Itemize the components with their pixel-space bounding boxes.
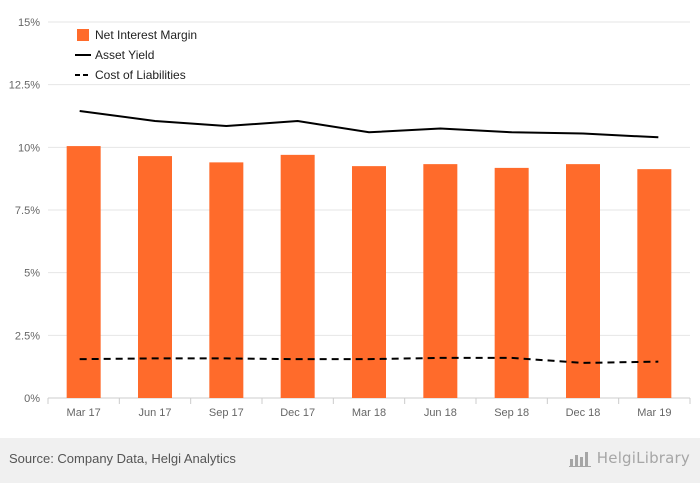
line-cost-of-liabilities — [79, 356, 659, 364]
legend-swatch-net-interest-margin — [77, 29, 89, 41]
bar-net-interest-margin — [280, 154, 315, 398]
bar-net-interest-margin — [209, 162, 244, 398]
bar-net-interest-margin — [566, 164, 600, 398]
x-tick-label: Jun 18 — [424, 407, 457, 419]
x-tick-label: Sep 18 — [494, 407, 529, 419]
x-tick-label: Mar 17 — [67, 407, 101, 419]
legend: Net Interest Margin Asset Yield Cost of Li… — [75, 28, 197, 82]
bar-series — [66, 146, 672, 398]
footer: Source: Company Data, Helgi Analytics He… — [0, 438, 700, 483]
y-axis-labels: 0% 2.5% 5% 7.5% 10% 12.5% 15% — [9, 17, 40, 405]
legend-label: Net Interest Margin — [95, 28, 197, 42]
x-tick-label: Mar 19 — [637, 407, 671, 419]
bar-net-interest-margin — [423, 164, 458, 398]
bar-chart-logo-icon — [568, 452, 591, 467]
bar-net-interest-margin — [637, 169, 672, 398]
legend-label: Cost of Liabilities — [95, 68, 186, 82]
y-tick-label: 0% — [24, 393, 40, 405]
x-tick-label: Sep 17 — [209, 407, 244, 419]
brand-name: HelgiLibrary — [596, 449, 690, 467]
y-tick-label: 12.5% — [9, 80, 40, 92]
y-tick-label: 15% — [18, 17, 40, 29]
chart: 0% 2.5% 5% 7.5% 10% 12.5% 15% Mar 17 Jun 17 Sep … — [9, 17, 691, 419]
x-axis: Mar 17 Jun 17 Sep 17 Dec 17 Mar 18 Jun 18 Sep … — [47, 398, 691, 419]
bar-net-interest-margin — [138, 156, 172, 398]
y-tick-label: 2.5% — [15, 330, 40, 342]
legend-label: Asset Yield — [95, 48, 154, 62]
bar-net-interest-margin — [352, 166, 386, 398]
x-tick-label: Mar 18 — [352, 407, 386, 419]
bar-net-interest-margin — [494, 167, 529, 398]
y-tick-label: 10% — [18, 142, 40, 154]
x-tick-label: Dec 17 — [280, 407, 315, 419]
line-asset-yield — [79, 109, 659, 139]
x-tick-label: Dec 18 — [566, 407, 601, 419]
bar-net-interest-margin — [66, 146, 101, 398]
line-series — [79, 109, 659, 364]
x-tick-label: Jun 17 — [138, 407, 171, 419]
y-tick-label: 7.5% — [15, 205, 40, 217]
source-note: Source: Company Data, Helgi Analytics — [9, 451, 236, 466]
brand-logo: HelgiLibrary — [568, 449, 690, 467]
y-tick-label: 5% — [24, 268, 40, 280]
